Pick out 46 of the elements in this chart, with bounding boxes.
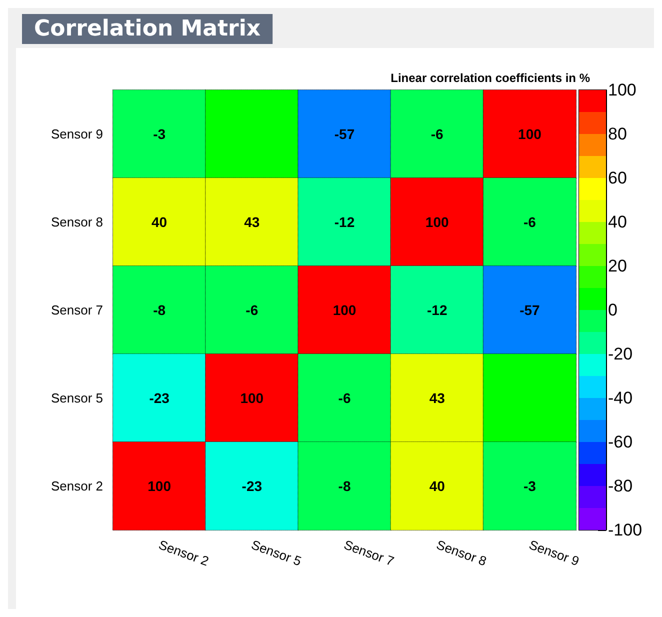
data-label: 100 [332,302,356,318]
data-label: -23 [242,478,262,494]
color-bar-label: 0 [608,300,618,320]
color-bar-label: -60 [608,432,633,452]
color-bar-label: 20 [608,256,627,276]
x-tick-label: Sensor 8 [434,536,489,569]
data-label: 100 [240,390,264,406]
data-label: -8 [153,302,166,318]
y-tick-label: Sensor 5 [50,390,103,406]
data-label: 100 [518,126,542,142]
data-label: -57 [334,126,355,142]
data-label: -6 [523,214,536,230]
data-label: 100 [425,214,449,230]
data-label: -3 [523,478,536,494]
data-label: -8 [338,478,351,494]
data-label: -3 [153,126,166,142]
data-label: 100 [148,478,172,494]
x-tick-label: Sensor 5 [249,536,304,569]
color-bar-label: -80 [608,476,633,496]
data-label: 43 [244,214,260,230]
y-tick-label: Sensor 9 [50,126,103,142]
x-tick-label: Sensor 9 [527,536,582,569]
data-label: -12 [334,214,355,230]
data-label: -57 [520,302,540,318]
y-tick-label: Sensor 8 [50,214,103,230]
data-label: -6 [338,390,351,406]
x-tick-label: Sensor 2 [156,536,211,569]
data-label: -6 [430,126,444,142]
color-bar-label: 80 [608,124,627,144]
color-bar-label: 60 [608,168,627,188]
y-tick-label: Sensor 2 [50,478,103,494]
y-tick-label: Sensor 7 [50,302,103,318]
data-label: 40 [152,214,168,230]
color-bar-label: -40 [608,388,633,408]
color-bar-label: 100 [608,80,636,100]
chart-title: Correlation Matrix [34,16,261,42]
data-label: -23 [149,390,170,406]
x-tick-label: Sensor 7 [342,536,396,569]
color-bar-label: -100 [608,520,642,540]
data-label: 43 [429,390,446,406]
data-label: -6 [246,302,258,318]
color-bar-label: -20 [608,344,633,364]
data-label: -12 [426,302,448,318]
color-bar-label: 40 [608,212,627,232]
data-label: 40 [429,478,446,494]
color-bar-title: Linear correlation coefficients in % [390,71,590,85]
